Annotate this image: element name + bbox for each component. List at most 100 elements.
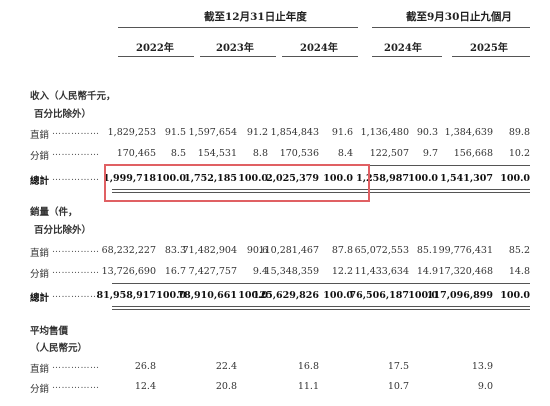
cell: 2,025,379 — [266, 173, 319, 184]
cell: 100.0 — [238, 173, 268, 184]
year-rule-2024-nine-months — [372, 56, 442, 57]
cell: 9.7 — [422, 148, 438, 159]
volume-total-double-rule — [112, 306, 530, 307]
revenue-title-line2: 百分比除外） — [34, 109, 92, 120]
cell: 76,506,187 — [349, 290, 410, 301]
cell: 17.5 — [387, 361, 409, 372]
row-label: 直銷 — [30, 130, 50, 141]
year-2024-nine-months: 2024年 — [384, 43, 422, 54]
cell: 156,668 — [453, 148, 493, 159]
cell: 100.0 — [156, 290, 186, 301]
cell: 89.8 — [508, 127, 530, 138]
row-leader-dots: …………… — [52, 173, 100, 183]
price-title: 平均售價 — [30, 326, 69, 337]
cell: 87.8 — [331, 245, 353, 256]
cell: 100.0 — [408, 290, 438, 301]
header-rule-full-year — [118, 27, 358, 28]
cell: 14.9 — [416, 266, 438, 277]
cell: 11,433,634 — [354, 266, 409, 277]
cell: 15,348,359 — [264, 266, 319, 277]
cell: 65,072,553 — [354, 245, 409, 256]
cell: 20.8 — [215, 381, 237, 392]
revenue-title: 收入（人民幣千元， — [30, 91, 116, 102]
cell: 12.2 — [331, 266, 353, 277]
cell: 1,829,253 — [107, 127, 156, 138]
cell: 26.8 — [134, 361, 156, 372]
cell: 100.0 — [500, 290, 530, 301]
cell: 1,597,654 — [188, 127, 237, 138]
cell: 91.2 — [246, 127, 268, 138]
row-leader-dots: …………… — [52, 127, 100, 137]
header-group-nine-months: 截至9月30日止九個月 — [406, 11, 512, 23]
row-label: 總計 — [30, 176, 50, 187]
header-group-full-year: 截至12月31日止年度 — [204, 11, 307, 23]
row-label: 分銷 — [30, 384, 50, 395]
cell: 1,752,185 — [184, 173, 237, 184]
revenue-total-double-rule — [112, 192, 530, 193]
cell: 85.1 — [416, 245, 438, 256]
cell: 13.9 — [471, 361, 493, 372]
volume-title: 銷量（件， — [30, 207, 78, 218]
cell: 154,531 — [197, 148, 237, 159]
cell: 8.5 — [170, 148, 186, 159]
cell: 11.1 — [297, 381, 319, 392]
cell: 170,465 — [116, 148, 156, 159]
row-label: 總計 — [30, 293, 50, 304]
volume-total-double-rule — [112, 309, 530, 310]
cell: 9.0 — [477, 381, 493, 392]
cell: 7,427,757 — [188, 266, 237, 277]
row-leader-dots: …………… — [52, 245, 100, 255]
cell: 78,910,661 — [177, 290, 238, 301]
year-rule-2022 — [118, 56, 194, 57]
year-2025-nine-months: 2025年 — [470, 43, 508, 54]
cell: 170,536 — [279, 148, 319, 159]
cell: 10.2 — [508, 148, 530, 159]
cell: 100.0 — [238, 290, 268, 301]
row-label: 分銷 — [30, 151, 50, 162]
year-rule-2023 — [200, 56, 276, 57]
cell: 100.0 — [323, 290, 353, 301]
cell: 8.4 — [337, 148, 353, 159]
cell: 1,258,987 — [356, 173, 409, 184]
cell: 8.8 — [252, 148, 268, 159]
cell: 90.6 — [246, 245, 268, 256]
year-rule-2025-nine-months — [452, 56, 530, 57]
row-leader-dots: …………… — [52, 361, 100, 371]
row-label: 分銷 — [30, 269, 50, 280]
year-2024: 2024年 — [300, 43, 338, 54]
row-leader-dots: …………… — [52, 148, 100, 158]
cell: 99,776,431 — [438, 245, 493, 256]
row-label: 直銷 — [30, 248, 50, 259]
row-leader-dots: …………… — [52, 290, 100, 300]
cell: 16.8 — [297, 361, 319, 372]
cell: 117,096,899 — [426, 290, 493, 301]
cell: 100.0 — [500, 173, 530, 184]
cell: 9.4 — [252, 266, 268, 277]
cell: 1,384,639 — [444, 127, 493, 138]
cell: 71,482,904 — [182, 245, 237, 256]
cell: 14.8 — [508, 266, 530, 277]
volume-subtotal-rule — [112, 283, 530, 284]
cell: 10.7 — [387, 381, 409, 392]
cell: 100.0 — [156, 173, 186, 184]
cell: 12.4 — [134, 381, 156, 392]
row-leader-dots: …………… — [52, 266, 100, 276]
cell: 100.0 — [323, 173, 353, 184]
row-leader-dots: …………… — [52, 381, 100, 391]
cell: 1,136,480 — [360, 127, 409, 138]
cell: 1,854,843 — [270, 127, 319, 138]
cell: 85.2 — [508, 245, 530, 256]
cell: 90.3 — [416, 127, 438, 138]
highlight-box — [104, 164, 370, 202]
cell: 122,507 — [369, 148, 409, 159]
cell: 81,958,917 — [96, 290, 157, 301]
volume-title-line2: 百分比除外） — [34, 225, 92, 236]
cell: 1,541,307 — [440, 173, 493, 184]
year-rule-2024 — [282, 56, 358, 57]
cell: 83.3 — [164, 245, 186, 256]
cell: 1,999,718 — [103, 173, 156, 184]
header-rule-nine-months — [372, 27, 530, 28]
cell: 91.5 — [164, 127, 186, 138]
cell: 17,320,468 — [438, 266, 493, 277]
cell: 68,232,227 — [101, 245, 156, 256]
